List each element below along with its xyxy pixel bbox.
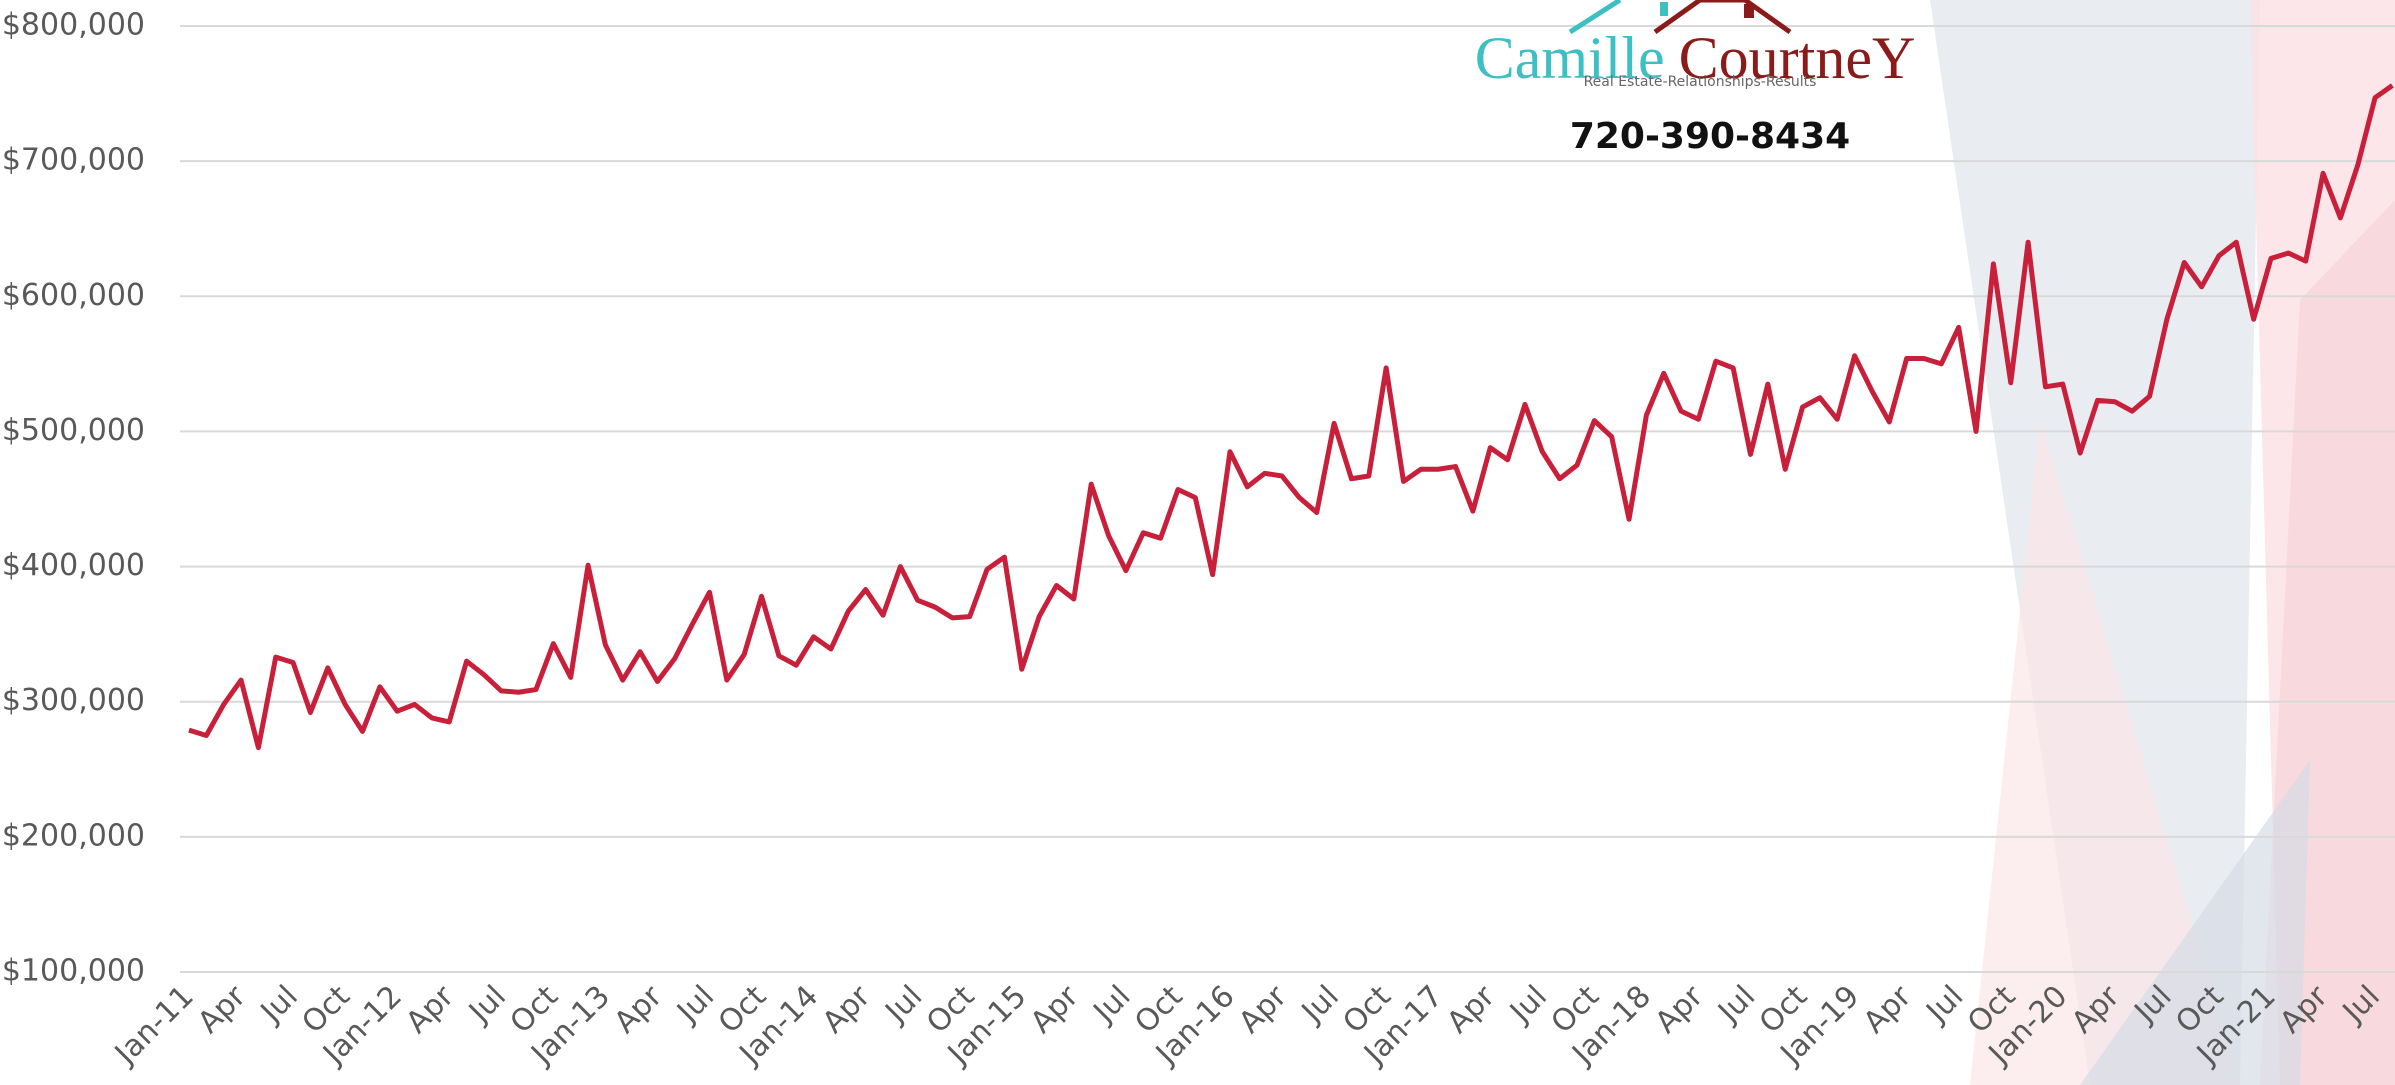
background-decoration	[1930, 0, 2395, 1085]
phone: 720-390-8434	[1570, 116, 1850, 157]
x-tick-label: Apr	[816, 978, 878, 1040]
x-tick-label: Jul	[1710, 979, 1762, 1031]
logo-roof	[1653, 0, 1792, 35]
x-tick-label: Apr	[399, 978, 461, 1040]
brand-second: CourtneY	[1679, 25, 1916, 91]
y-tick-label: $700,000	[2, 143, 145, 178]
logo-text: Camille CourtneY	[1475, 25, 1916, 91]
x-tick-label: Apr	[1857, 978, 1919, 1040]
y-tick-label: $600,000	[2, 278, 145, 313]
x-tick-label: Apr	[1024, 978, 1086, 1040]
x-tick-label: Apr	[191, 978, 253, 1040]
y-tick-label: $100,000	[2, 954, 145, 989]
x-tick-label: Jul	[669, 979, 721, 1031]
x-tick-label: Apr	[608, 978, 670, 1040]
x-tick-label: Apr	[1232, 978, 1294, 1040]
x-tick-label: Jul	[1502, 979, 1554, 1031]
logo-window	[1744, 4, 1754, 18]
x-tick-label: Jul	[1086, 979, 1138, 1031]
y-tick-label: $800,000	[2, 8, 145, 43]
logo-window	[1660, 2, 1668, 16]
tagline: Real Estate-Relationships-Results	[1584, 74, 1817, 90]
brand-first: Camille	[1475, 25, 1665, 91]
x-tick-label: Jul	[878, 979, 930, 1031]
y-tick-label: $400,000	[2, 548, 145, 583]
price-line	[188, 83, 2394, 751]
y-tick-label: $500,000	[2, 413, 145, 448]
x-tick-label: Apr	[1649, 978, 1711, 1040]
x-tick-label: Jul	[1294, 979, 1346, 1031]
x-tick-label: Jul	[253, 979, 305, 1031]
x-tick-label: Jul	[1919, 979, 1971, 1031]
y-tick-label: $200,000	[2, 818, 145, 853]
x-tick-label: Jan-11	[107, 979, 201, 1073]
x-tick-label: Jul	[461, 979, 513, 1031]
logo: Camille CourtneY Real Estate-Relationship…	[1475, 0, 1916, 157]
x-tick-label: Apr	[1440, 978, 1502, 1040]
y-tick-label: $300,000	[2, 683, 145, 718]
logo-roof	[1568, 0, 1622, 35]
